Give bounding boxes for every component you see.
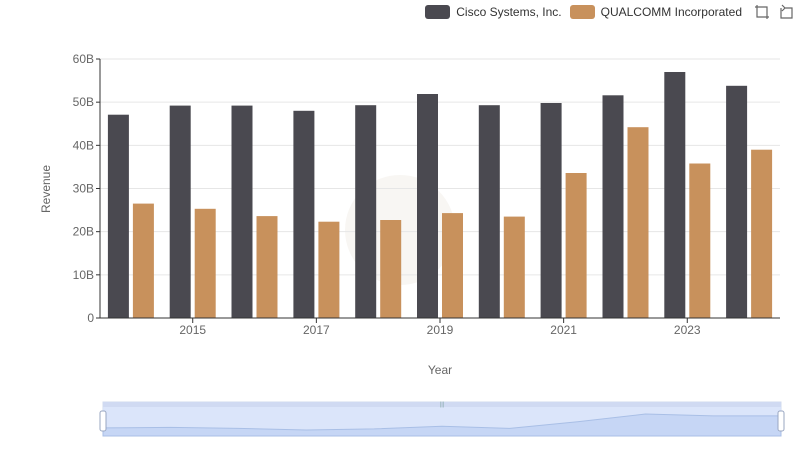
x-tick-label: 2023	[674, 323, 701, 337]
bar-qualcomm-2019[interactable]	[442, 213, 463, 318]
toolbox	[754, 4, 794, 20]
y-tick-label: 20B	[73, 225, 94, 239]
slider-preview-line	[102, 413, 782, 437]
bar-qualcomm-2020[interactable]	[503, 216, 525, 318]
zoom-select-icon[interactable]	[754, 4, 770, 20]
bar-qualcomm-2016[interactable]	[256, 216, 278, 318]
bar-cisco-2015[interactable]	[169, 105, 191, 318]
x-axis-ticks: 2015 2017 2019 2021 2023	[179, 318, 701, 337]
y-axis-ticks: 0 10B 20B 30B 40B 50B 60B	[73, 52, 100, 325]
bar-cisco-2019[interactable]	[417, 94, 438, 318]
slider-grip-marks[interactable]: |||	[440, 402, 445, 408]
legend-label-qualcomm: QUALCOMM Incorporated	[600, 5, 742, 19]
y-tick-label: 60B	[73, 52, 94, 66]
bar-qualcomm-2021[interactable]	[565, 173, 587, 318]
bar-qualcomm-2017[interactable]	[318, 221, 340, 318]
y-tick-label: 50B	[73, 95, 94, 109]
bar-cisco-2016[interactable]	[231, 105, 253, 318]
legend-swatch-cisco	[425, 5, 451, 19]
y-tick-label: 0	[87, 311, 94, 325]
bar-qualcomm-2024[interactable]	[751, 149, 773, 318]
legend-item-cisco[interactable]: Cisco Systems, Inc.	[425, 5, 562, 19]
legend: Cisco Systems, Inc. QUALCOMM Incorporate…	[425, 4, 794, 20]
y-tick-label: 40B	[73, 138, 94, 152]
bar-qualcomm-2018[interactable]	[380, 220, 402, 318]
bar-cisco-2017[interactable]	[293, 110, 315, 318]
x-tick-label: 2015	[179, 323, 206, 337]
legend-swatch-qualcomm	[569, 5, 595, 19]
bars	[107, 72, 773, 319]
x-tick-label: 2019	[427, 323, 454, 337]
bar-cisco-2018[interactable]	[355, 105, 377, 318]
y-tick-label: 30B	[73, 182, 94, 196]
slider-top-bar[interactable]	[103, 402, 781, 407]
bar-qualcomm-2015[interactable]	[194, 208, 216, 318]
bar-qualcomm-2023[interactable]	[689, 163, 711, 319]
x-tick-label: 2017	[303, 323, 330, 337]
slider-left-handle[interactable]	[99, 410, 107, 432]
bar-cisco-2022[interactable]	[602, 95, 624, 318]
legend-label-cisco: Cisco Systems, Inc.	[456, 5, 562, 19]
bar-cisco-2024[interactable]	[726, 85, 748, 318]
bar-qualcomm-2022[interactable]	[627, 127, 649, 318]
y-tick-label: 10B	[73, 268, 94, 282]
zoom-reset-icon[interactable]	[778, 4, 794, 20]
bar-cisco-2014[interactable]	[107, 114, 129, 318]
x-tick-label: 2021	[550, 323, 577, 337]
slider-right-handle[interactable]	[777, 410, 785, 432]
y-axis-title: Revenue	[39, 165, 53, 213]
bar-cisco-2020[interactable]	[478, 105, 500, 318]
bar-qualcomm-2014[interactable]	[132, 203, 154, 318]
bar-cisco-2021[interactable]	[540, 103, 562, 318]
bar-cisco-2023[interactable]	[664, 72, 686, 318]
data-zoom-slider[interactable]: |||	[99, 401, 785, 437]
x-axis-title: Year	[428, 363, 452, 377]
legend-item-qualcomm[interactable]: QUALCOMM Incorporated	[569, 5, 742, 19]
